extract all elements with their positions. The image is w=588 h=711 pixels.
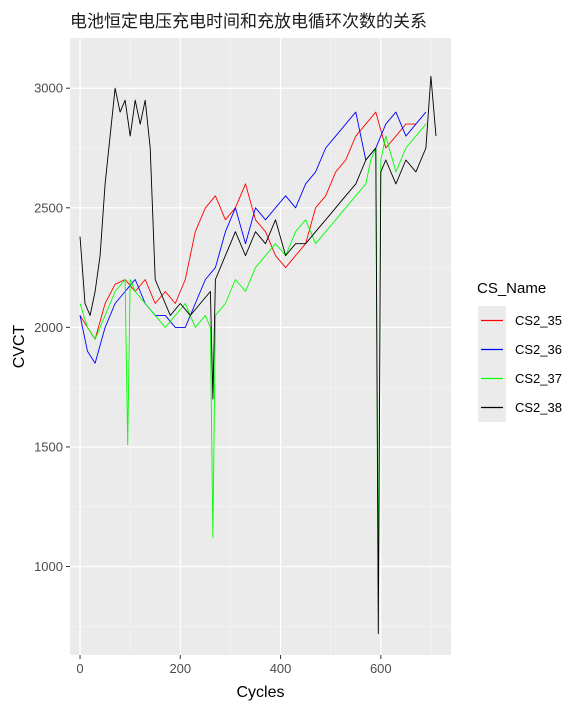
plot-panel (70, 38, 451, 655)
y-tick-label: 3000 (34, 81, 63, 96)
x-tick-label: 0 (76, 661, 83, 676)
x-tick-label: 200 (169, 661, 191, 676)
x-tick-label: 600 (370, 661, 392, 676)
axis-ticks: 0 200 400 600 1000 1500 2000 2500 3000 (34, 81, 392, 676)
legend-label: CS2_36 (515, 342, 562, 357)
series-line-cs2-35 (79, 111, 416, 340)
legend-title: CS_Name (477, 280, 546, 297)
legend-label: CS2_37 (515, 371, 562, 386)
chart-title: 电池恒定电压充电时间和充放电循环次数的关系 (70, 12, 427, 32)
series-layer (79, 75, 437, 634)
x-axis-title: Cycles (236, 684, 284, 701)
y-tick-label: 1500 (34, 439, 63, 454)
y-axis-title: CVCT (11, 325, 28, 369)
x-tick-label: 400 (270, 661, 292, 676)
grid-lines (70, 38, 451, 655)
legend-label: CS2_38 (515, 400, 562, 415)
legend-label: CS2_35 (515, 313, 562, 328)
legend: CS_Name CS2_35 CS2_36 CS2_37 CS2_38 (477, 280, 562, 422)
y-tick-label: 2500 (34, 200, 63, 215)
series-line-cs2-38 (79, 75, 437, 634)
y-tick-label: 1000 (34, 559, 63, 574)
y-tick-label: 2000 (34, 320, 63, 335)
